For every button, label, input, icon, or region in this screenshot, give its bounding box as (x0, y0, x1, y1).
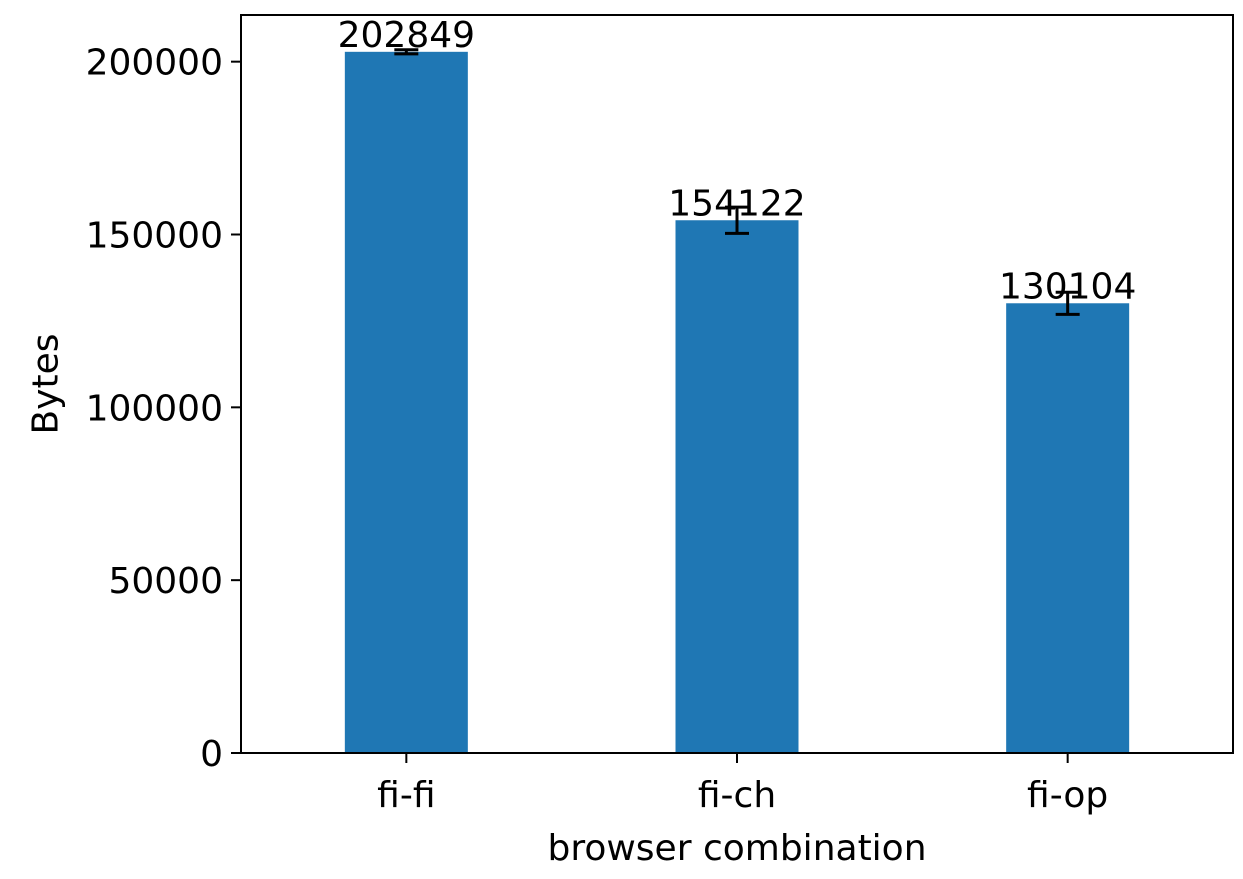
y-tick-label-100000: 100000 (86, 388, 223, 429)
error-bar-fi-fi (394, 48, 419, 56)
error-bar-fi-ch (725, 205, 749, 235)
bar-fi-fi (344, 51, 468, 754)
x-axis-label: browser combination (547, 828, 926, 869)
y-tick-label-150000: 150000 (86, 215, 223, 256)
bars-group (344, 51, 1130, 754)
y-tick-label-50000: 50000 (108, 561, 223, 602)
bar-fi-ch (675, 220, 799, 753)
x-axis: fi-fi fi-ch fi-op (377, 753, 1108, 816)
y-tick-label-200000: 200000 (86, 43, 223, 84)
x-tick-label-fi-op: fi-op (1027, 775, 1108, 816)
y-axis: 0 50000 100000 150000 200000 (86, 43, 241, 775)
data-label-fi-op: 130104 (999, 266, 1136, 307)
data-label-fi-ch: 154122 (668, 183, 805, 224)
error-bars-group (394, 48, 1080, 316)
error-bar-fi-op (1055, 290, 1080, 316)
y-axis-label: Bytes (26, 333, 67, 434)
bar-fi-op (1006, 303, 1130, 753)
data-label-fi-fi: 202849 (338, 15, 475, 56)
y-tick-label-0: 0 (200, 734, 223, 775)
data-labels-group: 202849 154122 130104 (338, 15, 1137, 307)
x-tick-label-fi-ch: fi-ch (698, 775, 776, 816)
x-tick-label-fi-fi: fi-fi (377, 775, 435, 816)
